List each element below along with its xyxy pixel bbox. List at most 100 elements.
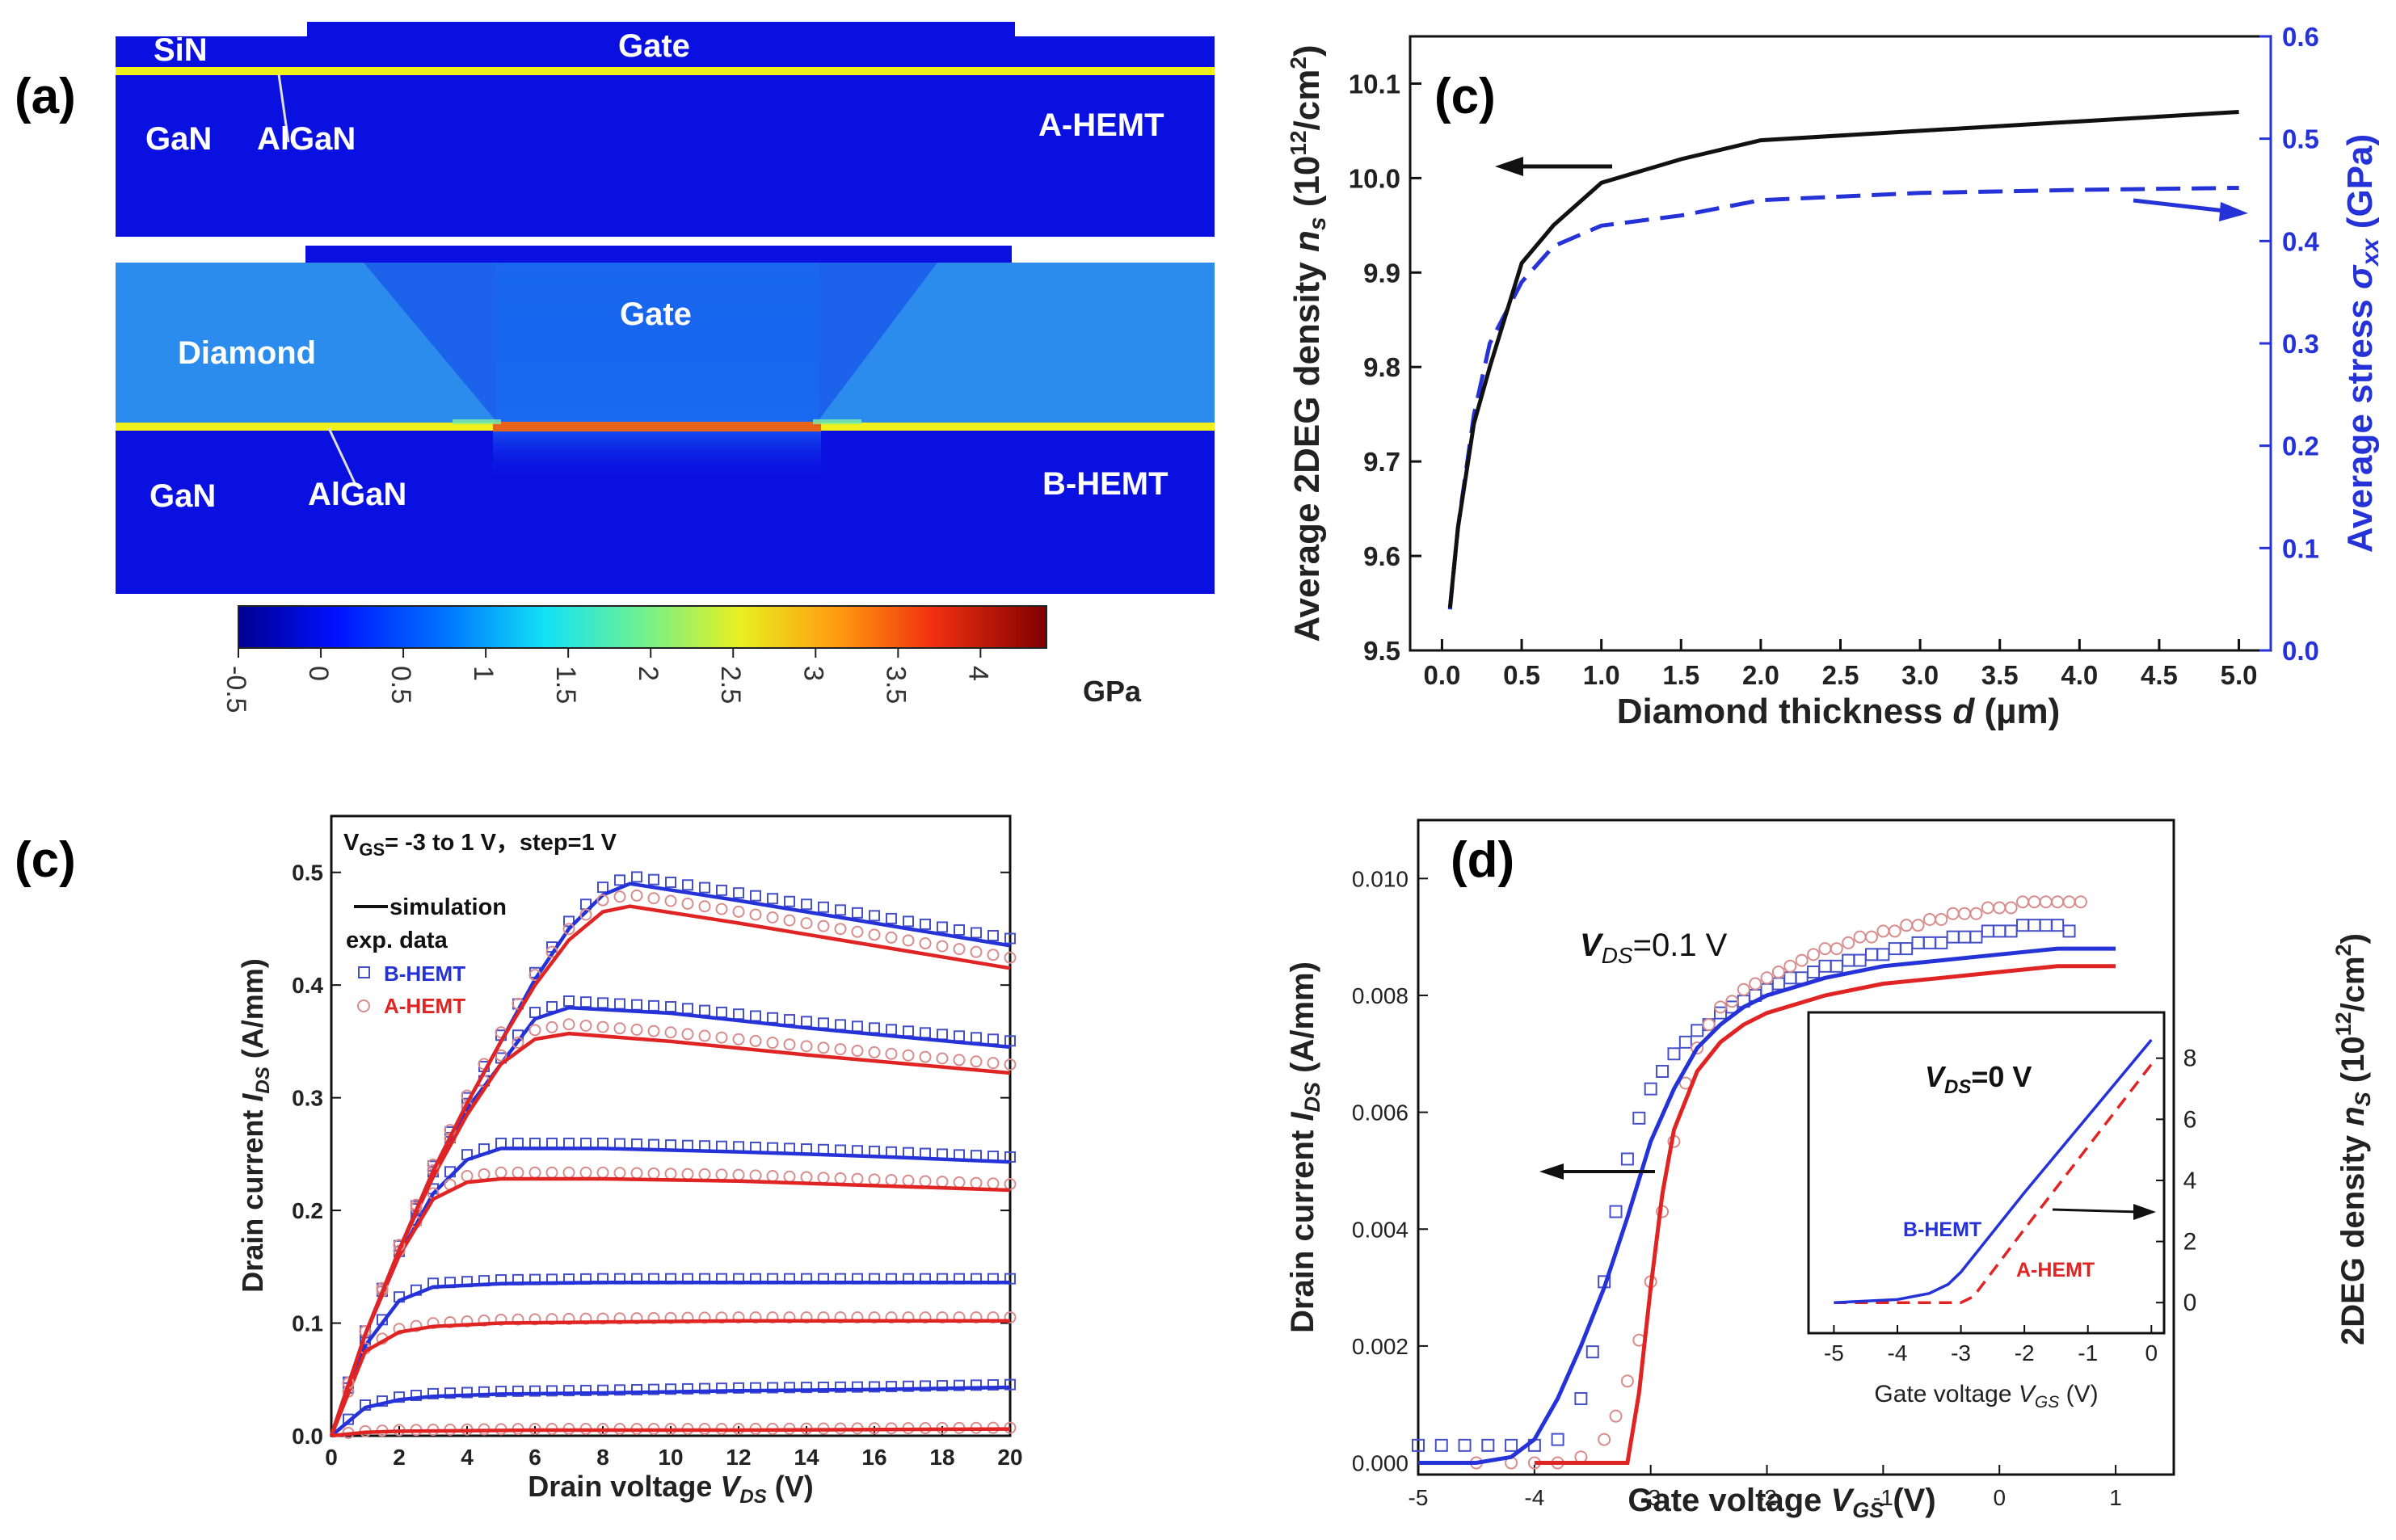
c-x-label: Drain voltage VDS (V): [528, 1470, 813, 1508]
d-exp-marker-b: [1574, 1391, 1588, 1405]
d-exp-marker-b: [1818, 959, 1832, 973]
c-exp-marker-b: [631, 1383, 642, 1395]
c-exp-marker-b: [886, 1024, 897, 1036]
d-exp-marker-a: [1888, 924, 1901, 938]
panel-c-label: (c): [15, 832, 76, 888]
d-exp-marker-b: [1481, 1438, 1495, 1452]
c-exp-marker-b: [1004, 1378, 1016, 1391]
b-y2-tick-label: 0.2: [2282, 431, 2319, 461]
c-exp-marker-b: [699, 882, 710, 894]
d-exp-marker-b: [1771, 977, 1785, 991]
d-y-tick-label: 0.010: [1352, 866, 1409, 891]
colorbar-tick-label: 1: [468, 666, 499, 681]
a-sin-label: SiN: [154, 32, 208, 68]
c-exp-marker-b: [580, 1384, 592, 1396]
c-exp-marker-a: [749, 1169, 762, 1182]
c-exp-marker-a: [851, 1172, 864, 1185]
d-exp-marker-a: [1818, 942, 1832, 956]
c-exp-marker-a: [545, 1020, 558, 1033]
c-exp-marker-a: [647, 892, 660, 905]
c-exp-marker-b: [682, 879, 693, 891]
d-exp-marker-b: [1551, 1433, 1564, 1446]
c-exp-marker-b: [682, 1003, 693, 1015]
c-exp-marker-a: [987, 1177, 1000, 1190]
c-exp-marker-b: [937, 1029, 948, 1041]
c-exp-marker-b: [886, 912, 897, 924]
c-exp-marker-b: [597, 882, 608, 894]
c-exp-marker-a: [987, 949, 1000, 961]
d-y-tick-label: 0.000: [1352, 1451, 1409, 1476]
b-x-tick-label: 0.0: [1424, 660, 1461, 690]
b-y2-label: Average stress σxx (GPa): [2340, 134, 2384, 553]
colorbar-tick-label: -0.5: [221, 666, 251, 713]
d-exp-marker-b: [1830, 959, 1843, 973]
b-hemt-channel-stress: [493, 422, 821, 431]
c-exp-marker-b: [954, 1030, 965, 1042]
d-exp-marker-b: [1585, 1345, 1599, 1359]
c-exp-marker-a: [970, 945, 983, 958]
d-exp-marker-b: [1609, 1205, 1623, 1218]
a-algan-pointer: [277, 74, 290, 143]
c-exp-marker-b: [801, 898, 812, 911]
c-exp-marker-b: [869, 1022, 880, 1034]
c-x-tick-label: 8: [596, 1445, 609, 1470]
b-density-line: [1447, 110, 2239, 608]
panel-d-label: (d): [1451, 832, 1514, 888]
d-exp-marker-b: [1865, 948, 1878, 961]
c-exp-marker-b: [954, 1379, 965, 1391]
d-exp-marker-a: [1853, 930, 1867, 944]
d-exp-marker-a: [2016, 895, 2029, 909]
d-inset-series: [1834, 1038, 2153, 1304]
c-exp-marker-a: [766, 911, 779, 924]
c-exp-marker-a: [715, 1168, 728, 1181]
c-exp-marker-b: [529, 1385, 541, 1397]
c-exp-marker-b: [411, 1390, 422, 1402]
c-exp-marker-a: [528, 1313, 541, 1326]
b-stress-line: [1447, 186, 2239, 610]
c-exp-marker-a: [834, 1172, 847, 1184]
b-y-tick-label: 9.5: [1363, 636, 1400, 666]
d-exp-marker-a: [1865, 930, 1878, 944]
colorbar-tick-label: 0: [303, 666, 334, 681]
c-exp-marker-b: [563, 995, 575, 1007]
b-algan-label: AlGaN: [308, 477, 406, 512]
d-inset-y-tick-label: 4: [2183, 1168, 2197, 1194]
b-x-tick-label: 2.0: [1742, 660, 1779, 690]
c-exp-marker-a: [579, 908, 592, 921]
c-exp-marker-b: [987, 929, 999, 941]
a-gate-label: Gate: [618, 28, 690, 64]
a-hemt-algan-layer: [116, 67, 1215, 75]
c-exp-marker-b: [920, 918, 931, 930]
d-exp-marker-b: [1969, 930, 1983, 944]
colorbar-tick-label: 2.5: [715, 666, 746, 704]
d-inset-arrow: [2052, 1208, 2141, 1214]
c-exp-marker-b: [614, 1384, 625, 1396]
b-left-arrow-head: [1495, 157, 1523, 176]
b-y2-tick-label: 0.1: [2282, 533, 2319, 563]
b-y2-tick-label: 0.6: [2282, 22, 2319, 52]
c-exp-marker-b: [614, 998, 625, 1010]
b-y2-tick-label: 0.0: [2282, 636, 2319, 666]
d-exp-marker-b: [1993, 924, 2006, 938]
c-exp-marker-b: [733, 887, 744, 899]
c-exp-marker-b: [971, 1379, 982, 1391]
c-exp-marker-b: [920, 1027, 931, 1039]
c-exp-marker-a: [630, 1167, 643, 1180]
diamond-left-shadow: [364, 263, 495, 420]
c-exp-marker-a: [512, 1313, 524, 1326]
c-a-hemt-curve: [329, 904, 1011, 1437]
b-hemt-gate-top: [305, 246, 1012, 265]
d-exp-marker-a: [1935, 912, 1948, 926]
c-exp-marker-b: [987, 1033, 999, 1046]
colorbar-tick-label: 0.5: [385, 666, 416, 704]
c-exp-marker-a: [596, 1166, 609, 1179]
c-exp-marker-b: [444, 1387, 456, 1399]
c-exp-marker-b: [852, 907, 863, 919]
b-x-tick-label: 1.5: [1662, 660, 1699, 690]
c-exp-marker-b: [852, 1381, 863, 1393]
b-edge-right: [813, 419, 861, 424]
c-exp-marker-b: [597, 997, 608, 1009]
panel-a-label: (a): [15, 69, 76, 124]
b-under-gate-shade: [493, 431, 821, 480]
c-exp-marker-a: [783, 1038, 796, 1051]
